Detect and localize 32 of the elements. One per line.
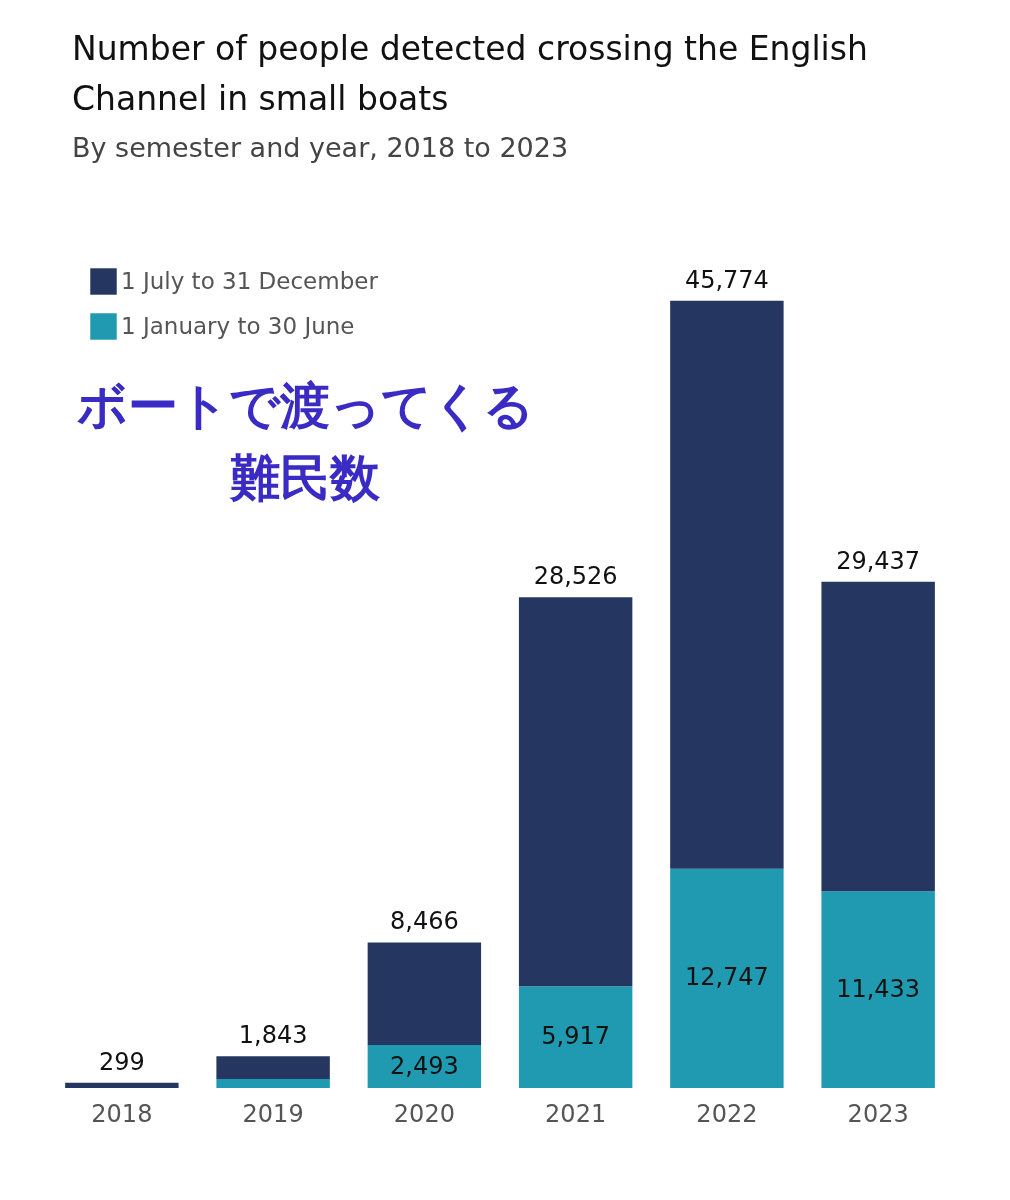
- annotation: ボートで渡ってくる: [75, 376, 535, 437]
- data-label: 11,433: [836, 974, 921, 1003]
- total-label: 1,843: [238, 1021, 308, 1050]
- x-tick-label: 2023: [847, 1099, 909, 1128]
- bar: [216, 1056, 330, 1080]
- legend-label: 1 July to 31 December: [121, 267, 379, 294]
- bar: [670, 868, 784, 1088]
- total-label: 8,466: [390, 907, 459, 936]
- total-label: 45,774: [684, 265, 769, 294]
- chart-subtitle: By semester and year, 2018 to 2023: [72, 131, 570, 165]
- x-tick-label: 2021: [545, 1099, 607, 1128]
- data-label: 12,747: [684, 963, 769, 992]
- legend-label: 1 January to 30 June: [121, 312, 355, 339]
- bar: [367, 942, 482, 1046]
- bar: [518, 986, 633, 1088]
- total-label: 29,437: [836, 546, 921, 575]
- bar: [670, 300, 784, 869]
- total-label: 299: [98, 1047, 145, 1076]
- x-tick-label: 2019: [242, 1099, 304, 1128]
- bar: [821, 891, 935, 1088]
- total-label: 28,526: [533, 562, 618, 591]
- data-label: 5,917: [541, 1022, 610, 1051]
- bar: [821, 581, 935, 892]
- x-tick-label: 2018: [91, 1099, 153, 1128]
- x-tick-label: 2022: [696, 1099, 758, 1128]
- chart-title: Number of people detected crossing the English Channel in small boats: [72, 28, 869, 120]
- data-label: 2,493: [390, 1051, 459, 1080]
- bar: [65, 1082, 179, 1088]
- bar: [216, 1079, 330, 1088]
- annotation: 難民数: [228, 448, 381, 509]
- bar: [518, 597, 633, 987]
- x-tick-label: 2020: [393, 1099, 455, 1128]
